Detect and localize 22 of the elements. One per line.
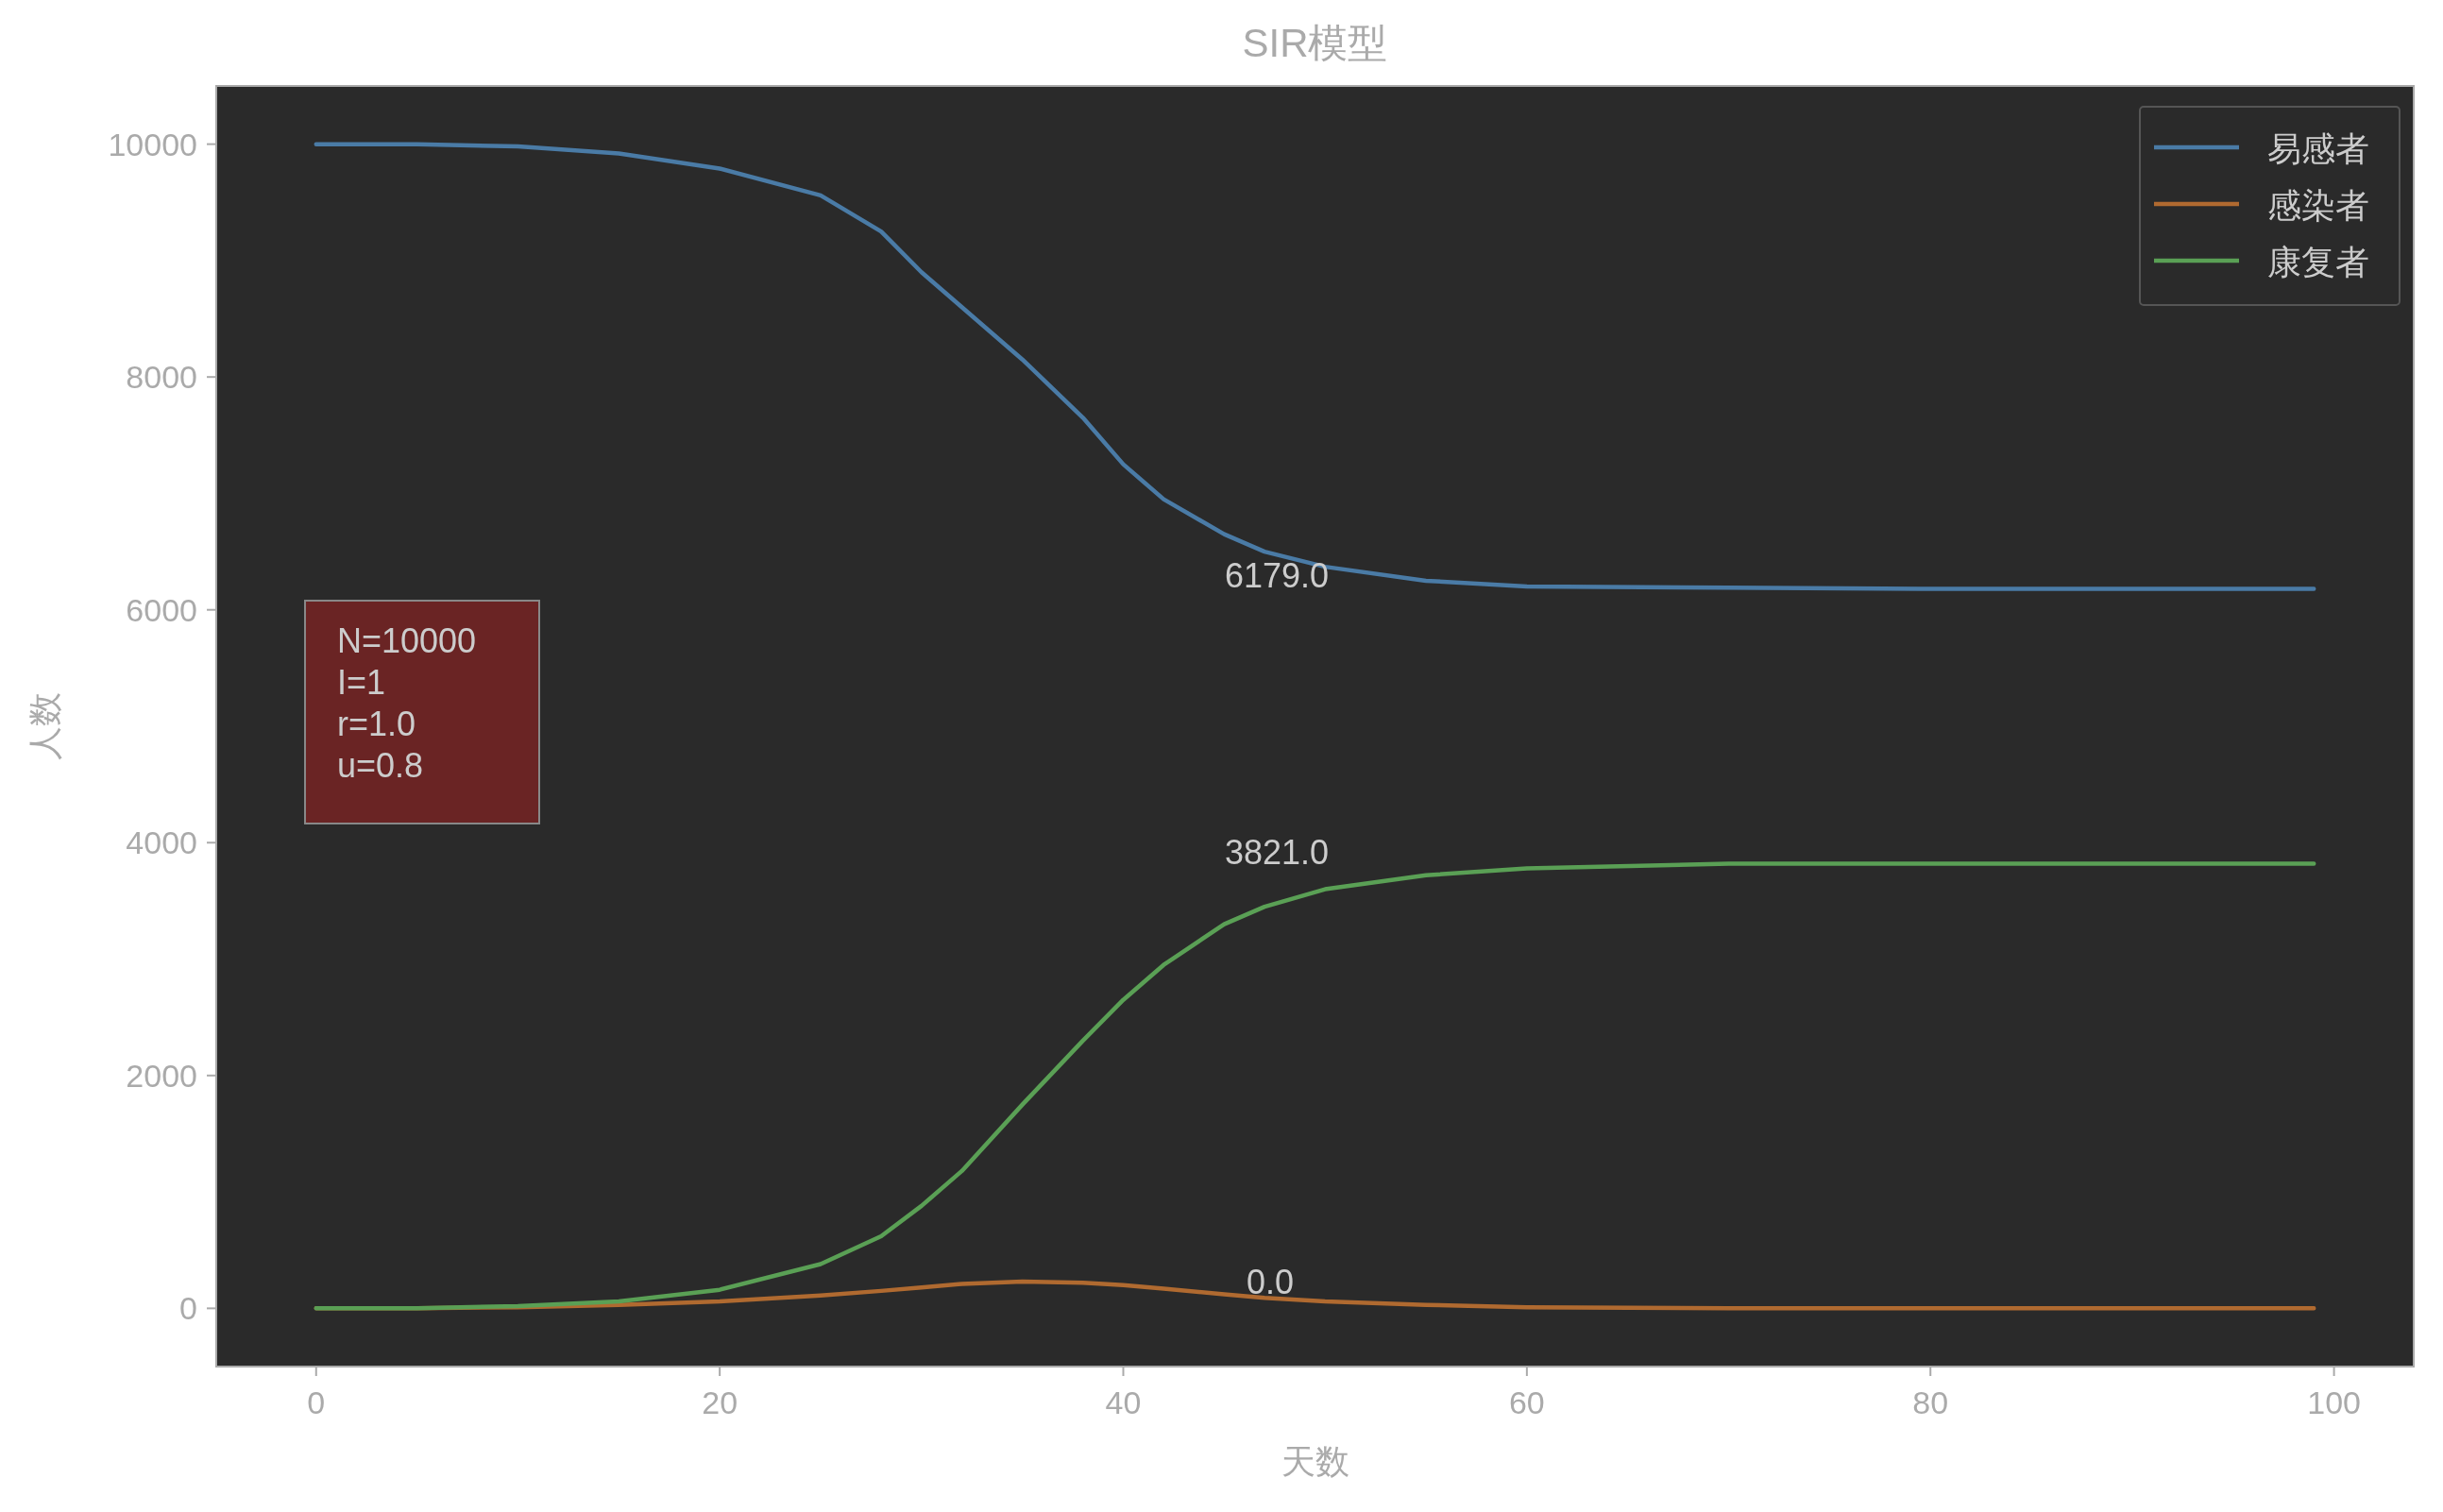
legend-label: 感染者 — [2267, 186, 2369, 225]
x-tick-label: 100 — [2307, 1385, 2361, 1420]
chart-title: SIR模型 — [1242, 21, 1388, 65]
x-axis-title: 天数 — [1281, 1442, 1349, 1481]
y-tick-label: 0 — [179, 1290, 197, 1327]
annotation: 0.0 — [1247, 1263, 1295, 1301]
x-tick-label: 80 — [1912, 1385, 1949, 1420]
y-tick-label: 4000 — [126, 824, 197, 861]
annotation: 3821.0 — [1225, 833, 1330, 872]
legend-label: 康复者 — [2267, 243, 2369, 281]
x-tick-label: 20 — [702, 1385, 738, 1420]
legend-label: 易感者 — [2267, 129, 2369, 168]
annotation: 6179.0 — [1225, 556, 1330, 595]
y-axis-title: 人数 — [25, 692, 64, 760]
y-tick-label: 10000 — [108, 126, 197, 162]
x-tick-label: 40 — [1105, 1385, 1142, 1420]
x-tick-label: 0 — [307, 1385, 326, 1420]
y-tick-label: 6000 — [126, 591, 197, 628]
y-tick-label: 8000 — [126, 359, 197, 396]
x-tick-label: 60 — [1508, 1385, 1545, 1420]
y-tick-label: 2000 — [126, 1057, 197, 1094]
annotation: N=10000 I=1 r=1.0 u=0.8 — [337, 621, 477, 785]
